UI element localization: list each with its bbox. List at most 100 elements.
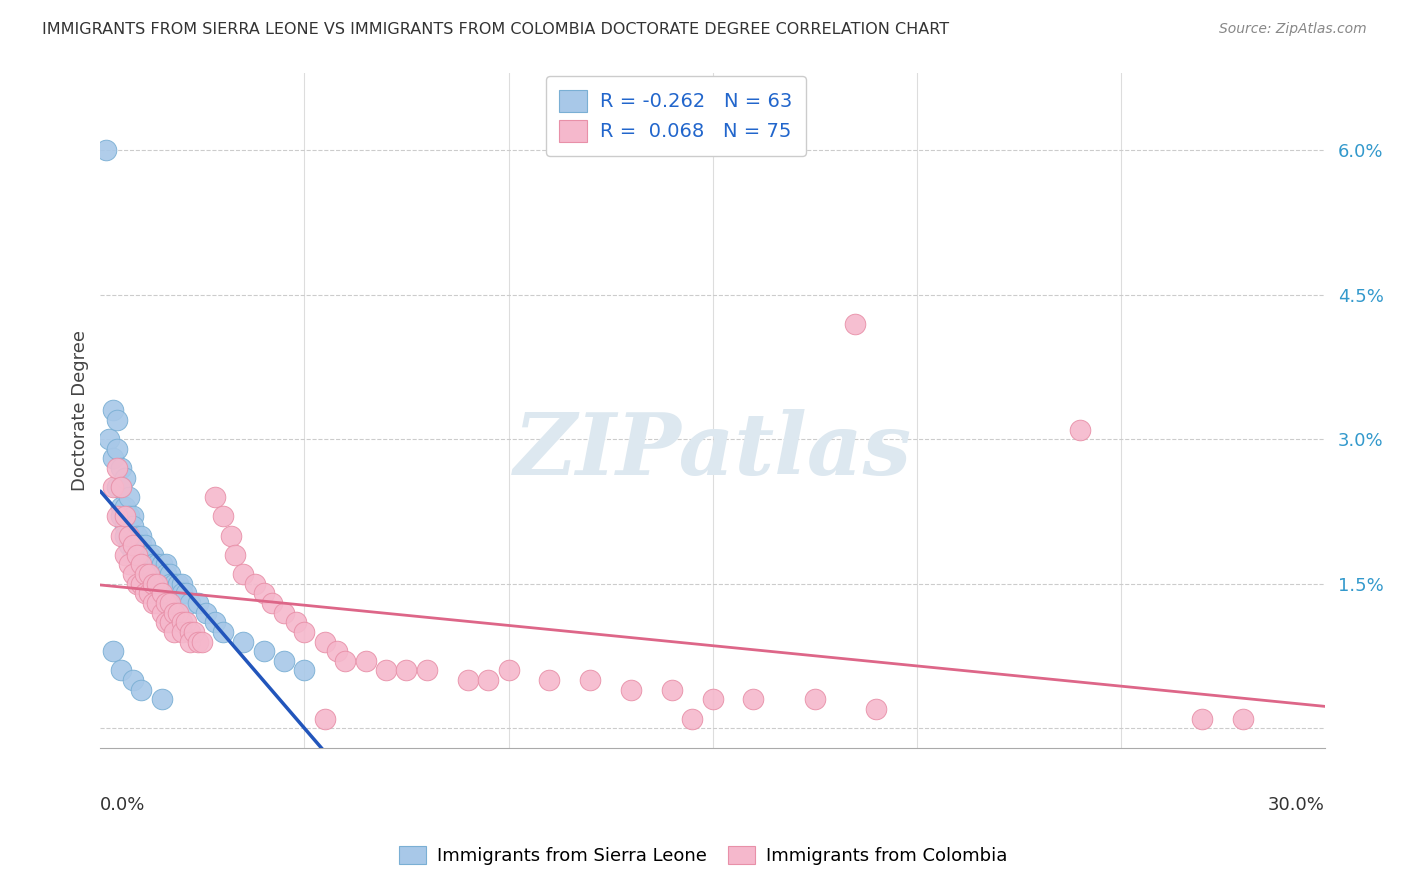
Point <box>142 567 165 582</box>
Text: 30.0%: 30.0% <box>1268 796 1324 814</box>
Point <box>232 567 254 582</box>
Point <box>155 596 177 610</box>
Point <box>187 634 209 648</box>
Point <box>110 480 132 494</box>
Point <box>245 576 267 591</box>
Point <box>114 528 136 542</box>
Point <box>142 576 165 591</box>
Point <box>661 682 683 697</box>
Point <box>477 673 499 687</box>
Point <box>155 615 177 630</box>
Point <box>232 634 254 648</box>
Point <box>395 664 418 678</box>
Point <box>163 606 186 620</box>
Point <box>170 624 193 639</box>
Point <box>105 509 128 524</box>
Point <box>204 490 226 504</box>
Point <box>110 528 132 542</box>
Point <box>110 664 132 678</box>
Point <box>191 634 214 648</box>
Point <box>273 654 295 668</box>
Point <box>114 519 136 533</box>
Point <box>179 596 201 610</box>
Point <box>138 548 160 562</box>
Point <box>134 586 156 600</box>
Point <box>105 480 128 494</box>
Point <box>122 673 145 687</box>
Point <box>127 548 149 562</box>
Point <box>146 596 169 610</box>
Point <box>163 624 186 639</box>
Point <box>170 586 193 600</box>
Point <box>118 490 141 504</box>
Point <box>167 606 190 620</box>
Point <box>354 654 377 668</box>
Point <box>187 596 209 610</box>
Point <box>101 403 124 417</box>
Point <box>498 664 520 678</box>
Point <box>204 615 226 630</box>
Point <box>219 528 242 542</box>
Text: 0.0%: 0.0% <box>100 796 146 814</box>
Point <box>105 442 128 456</box>
Point <box>129 576 152 591</box>
Point <box>174 586 197 600</box>
Point <box>865 702 887 716</box>
Point <box>138 567 160 582</box>
Legend: Immigrants from Sierra Leone, Immigrants from Colombia: Immigrants from Sierra Leone, Immigrants… <box>391 838 1015 872</box>
Point <box>129 558 152 572</box>
Point <box>114 548 136 562</box>
Point <box>1069 423 1091 437</box>
Point <box>127 548 149 562</box>
Point <box>129 548 152 562</box>
Y-axis label: Doctorate Degree: Doctorate Degree <box>72 330 89 491</box>
Point <box>146 576 169 591</box>
Point <box>159 596 181 610</box>
Point <box>101 644 124 658</box>
Point <box>129 682 152 697</box>
Point <box>252 586 274 600</box>
Point <box>122 538 145 552</box>
Point <box>150 558 173 572</box>
Point <box>110 480 132 494</box>
Point <box>122 509 145 524</box>
Point <box>134 538 156 552</box>
Point <box>127 538 149 552</box>
Point <box>122 567 145 582</box>
Point <box>224 548 246 562</box>
Text: ZIPatlas: ZIPatlas <box>513 409 911 492</box>
Point <box>118 528 141 542</box>
Point <box>159 615 181 630</box>
Point <box>138 558 160 572</box>
Point <box>742 692 765 706</box>
Point <box>579 673 602 687</box>
Point <box>142 596 165 610</box>
Point <box>150 606 173 620</box>
Point <box>335 654 357 668</box>
Point <box>170 576 193 591</box>
Point <box>96 143 118 157</box>
Point <box>294 624 316 639</box>
Point <box>150 692 173 706</box>
Point <box>155 567 177 582</box>
Point <box>101 480 124 494</box>
Point <box>122 548 145 562</box>
Point <box>252 644 274 658</box>
Point <box>155 558 177 572</box>
Point <box>105 461 128 475</box>
Point <box>294 664 316 678</box>
Point <box>285 615 308 630</box>
Point <box>118 528 141 542</box>
Legend: R = -0.262   N = 63, R =  0.068   N = 75: R = -0.262 N = 63, R = 0.068 N = 75 <box>546 76 806 156</box>
Point <box>129 538 152 552</box>
Point <box>142 558 165 572</box>
Point <box>146 558 169 572</box>
Point <box>538 673 561 687</box>
Point <box>844 317 866 331</box>
Point <box>110 509 132 524</box>
Point <box>146 567 169 582</box>
Text: Source: ZipAtlas.com: Source: ZipAtlas.com <box>1219 22 1367 37</box>
Point <box>803 692 825 706</box>
Point <box>1191 712 1213 726</box>
Point <box>211 509 233 524</box>
